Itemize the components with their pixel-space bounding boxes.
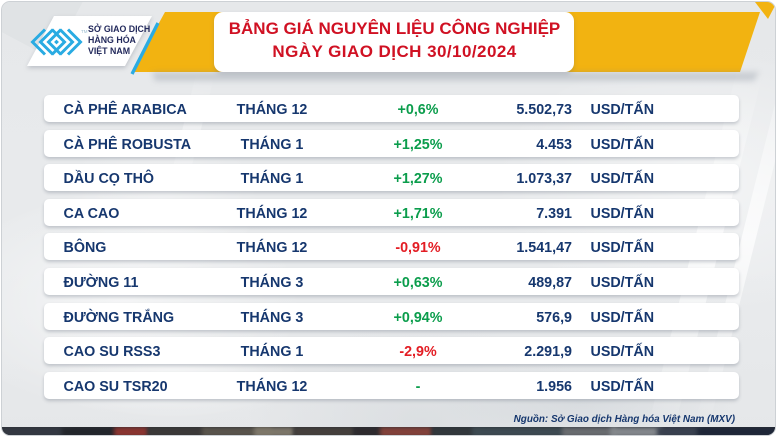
svg-text:TM: TM [81, 29, 88, 34]
